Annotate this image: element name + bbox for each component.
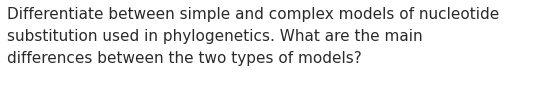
Text: Differentiate between simple and complex models of nucleotide
substitution used : Differentiate between simple and complex…: [7, 7, 499, 66]
